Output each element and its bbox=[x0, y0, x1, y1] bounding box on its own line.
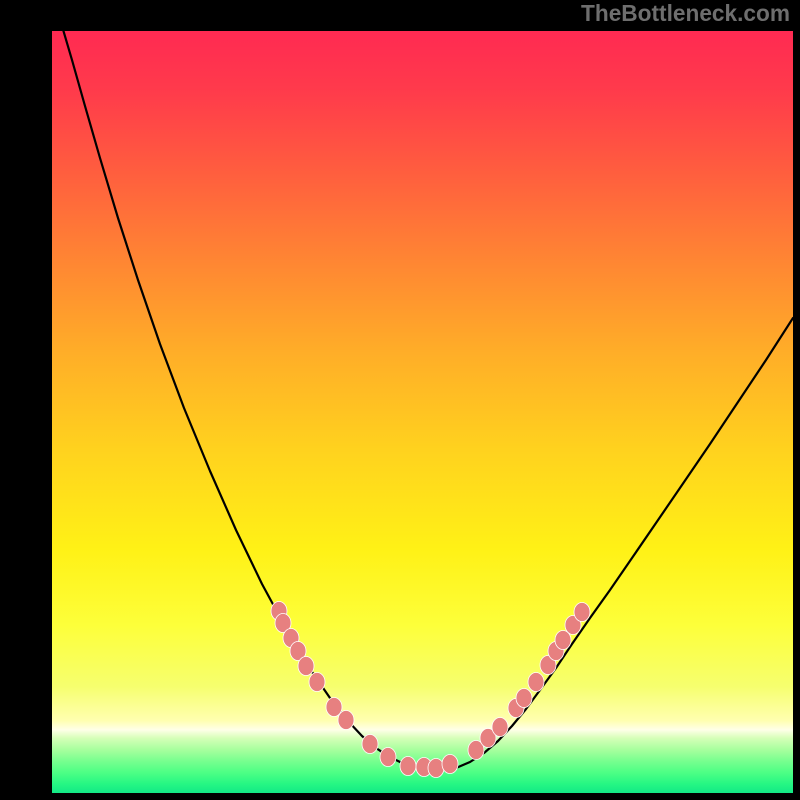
scatter-marker bbox=[380, 748, 396, 767]
scatter-marker bbox=[428, 759, 444, 778]
scatter-marker bbox=[492, 718, 508, 737]
scatter-marker bbox=[400, 757, 416, 776]
scatter-marker bbox=[298, 657, 314, 676]
scatter-marker bbox=[362, 735, 378, 754]
scatter-marker bbox=[442, 755, 458, 774]
scatter-marker bbox=[516, 689, 532, 708]
scatter-marker bbox=[309, 673, 325, 692]
scatter-marker bbox=[574, 603, 590, 622]
chart-overlay bbox=[0, 0, 800, 800]
watermark-text: TheBottleneck.com bbox=[581, 0, 790, 27]
scatter-markers bbox=[271, 602, 590, 778]
scatter-marker bbox=[528, 673, 544, 692]
scatter-marker bbox=[338, 711, 354, 730]
v-curve-line bbox=[55, 0, 793, 770]
